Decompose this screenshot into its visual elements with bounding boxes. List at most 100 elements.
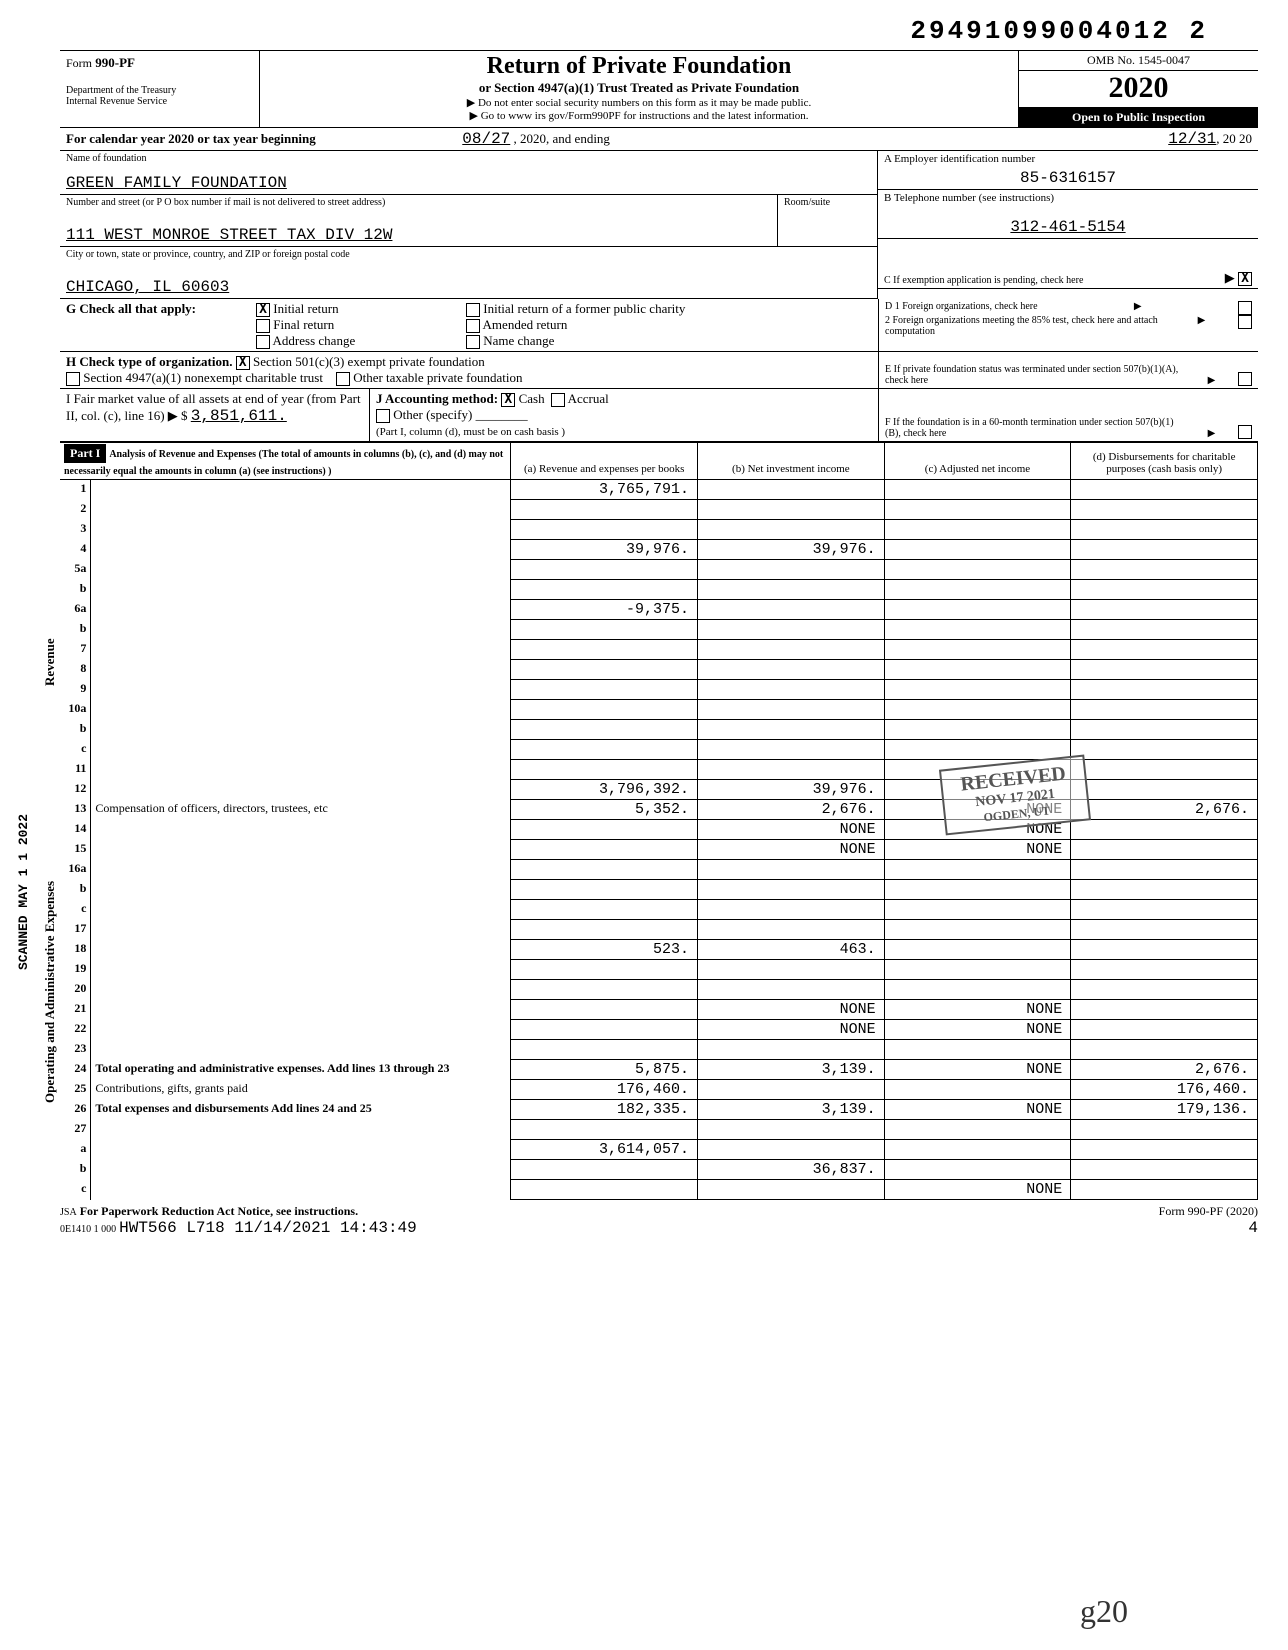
period-mid: , 2020, and ending: [514, 131, 610, 146]
h-other-checkbox[interactable]: [336, 372, 350, 386]
col-c: [884, 560, 1071, 580]
j-other-checkbox[interactable]: [376, 409, 390, 423]
col-c: [884, 920, 1071, 940]
row-desc: [91, 820, 511, 840]
col-b: NONE: [698, 840, 885, 860]
row-desc: [91, 840, 511, 860]
col-c: [884, 540, 1071, 560]
footer-code: 0E1410 1 000: [60, 1224, 116, 1235]
col-d: [1071, 880, 1258, 900]
row-desc: [91, 1020, 511, 1040]
g-amended-checkbox[interactable]: [466, 319, 480, 333]
col-c: [884, 600, 1071, 620]
col-b: [698, 500, 885, 520]
c-checkbox[interactable]: X: [1238, 272, 1252, 286]
row-num: 6a: [60, 600, 91, 620]
col-a: [511, 640, 698, 660]
g-addr-checkbox[interactable]: [256, 335, 270, 349]
col-d: [1071, 680, 1258, 700]
table-row: 12 3,796,392. 39,976.: [60, 780, 1258, 800]
row-desc: [91, 900, 511, 920]
form-note1: Do not enter social security numbers on …: [266, 96, 1012, 109]
g-final-checkbox[interactable]: [256, 319, 270, 333]
row-desc: [91, 640, 511, 660]
h-opt1: Section 501(c)(3) exempt private foundat…: [253, 354, 485, 369]
row-desc: [91, 660, 511, 680]
col-c: [884, 760, 1071, 780]
col-c: [884, 500, 1071, 520]
col-d: [1071, 960, 1258, 980]
h-501c3-checkbox[interactable]: X: [236, 356, 250, 370]
e-checkbox[interactable]: [1238, 372, 1252, 386]
col-c: NONE: [884, 1020, 1071, 1040]
col-c: [884, 980, 1071, 1000]
table-row: 20: [60, 980, 1258, 1000]
g-opt-3: Initial return of a former public charit…: [483, 301, 685, 316]
col-a: [511, 1160, 698, 1180]
col-d: [1071, 700, 1258, 720]
row-num: 13: [60, 800, 91, 820]
g-former-checkbox[interactable]: [466, 303, 480, 317]
col-c: [884, 860, 1071, 880]
col-a: [511, 660, 698, 680]
d2-label: 2 Foreign organizations meeting the 85% …: [885, 315, 1165, 337]
period-end-year: , 20 20: [1216, 131, 1252, 146]
j-label: J Accounting method:: [376, 391, 498, 406]
e-label: E If private foundation status was termi…: [885, 364, 1185, 386]
omb-number: OMB No. 1545-0047: [1019, 51, 1258, 71]
row-num: 22: [60, 1020, 91, 1040]
table-row: 21 NONE NONE: [60, 1000, 1258, 1020]
d1-checkbox[interactable]: [1238, 301, 1252, 315]
col-b: [698, 700, 885, 720]
col-d: [1071, 900, 1258, 920]
col-c: [884, 960, 1071, 980]
col-d: [1071, 1040, 1258, 1060]
table-row: 25 Contributions, gifts, grants paid 176…: [60, 1080, 1258, 1100]
address: 111 WEST MONROE STREET TAX DIV 12W: [66, 226, 771, 244]
row-desc: [91, 980, 511, 1000]
col-a: 176,460.: [511, 1080, 698, 1100]
col-b: NONE: [698, 1000, 885, 1020]
col-b: [698, 680, 885, 700]
h-4947-checkbox[interactable]: [66, 372, 80, 386]
j-accrual-checkbox[interactable]: [551, 393, 565, 407]
g-namechg-checkbox[interactable]: [466, 335, 480, 349]
j-other: Other (specify): [393, 407, 472, 422]
row-desc: Compensation of officers, directors, tru…: [91, 800, 511, 820]
col-b: [698, 980, 885, 1000]
expenses-side-label: Operating and Administrative Expenses: [42, 822, 58, 1162]
j-accrual: Accrual: [568, 391, 609, 406]
city: CHICAGO, IL 60603: [66, 278, 871, 296]
col-a: 3,796,392.: [511, 780, 698, 800]
col-b: [698, 900, 885, 920]
footer-stamp: HWT566 L718 11/14/2021 14:43:49: [119, 1219, 417, 1237]
row-num: 14: [60, 820, 91, 840]
col-d: [1071, 780, 1258, 800]
col-a: [511, 1120, 698, 1140]
f-checkbox[interactable]: [1238, 425, 1252, 439]
col-b: [698, 520, 885, 540]
d2-checkbox[interactable]: [1238, 315, 1252, 329]
row-desc: [91, 1140, 511, 1160]
col-d: [1071, 660, 1258, 680]
col-d: [1071, 620, 1258, 640]
col-d: [1071, 500, 1258, 520]
j-cash-checkbox[interactable]: X: [501, 393, 515, 407]
part1-table: Part I Analysis of Revenue and Expenses …: [60, 442, 1258, 1200]
table-row: 13 Compensation of officers, directors, …: [60, 800, 1258, 820]
col-d: [1071, 1000, 1258, 1020]
h-opt3: Other taxable private foundation: [353, 370, 522, 385]
col-a: [511, 720, 698, 740]
f-label: F If the foundation is in a 60-month ter…: [885, 417, 1185, 439]
irs-label: Internal Revenue Service: [66, 96, 253, 107]
form-number: 990-PF: [95, 55, 135, 70]
scanned-stamp: SCANNED MAY 1 1 2022: [16, 762, 31, 1022]
row-desc: [91, 760, 511, 780]
row-desc: [91, 620, 511, 640]
table-row: b: [60, 580, 1258, 600]
telephone: 312-461-5154: [884, 218, 1252, 236]
table-row: 3: [60, 520, 1258, 540]
g-initial-checkbox[interactable]: X: [256, 303, 270, 317]
col-c: [884, 620, 1071, 640]
col-a: [511, 980, 698, 1000]
